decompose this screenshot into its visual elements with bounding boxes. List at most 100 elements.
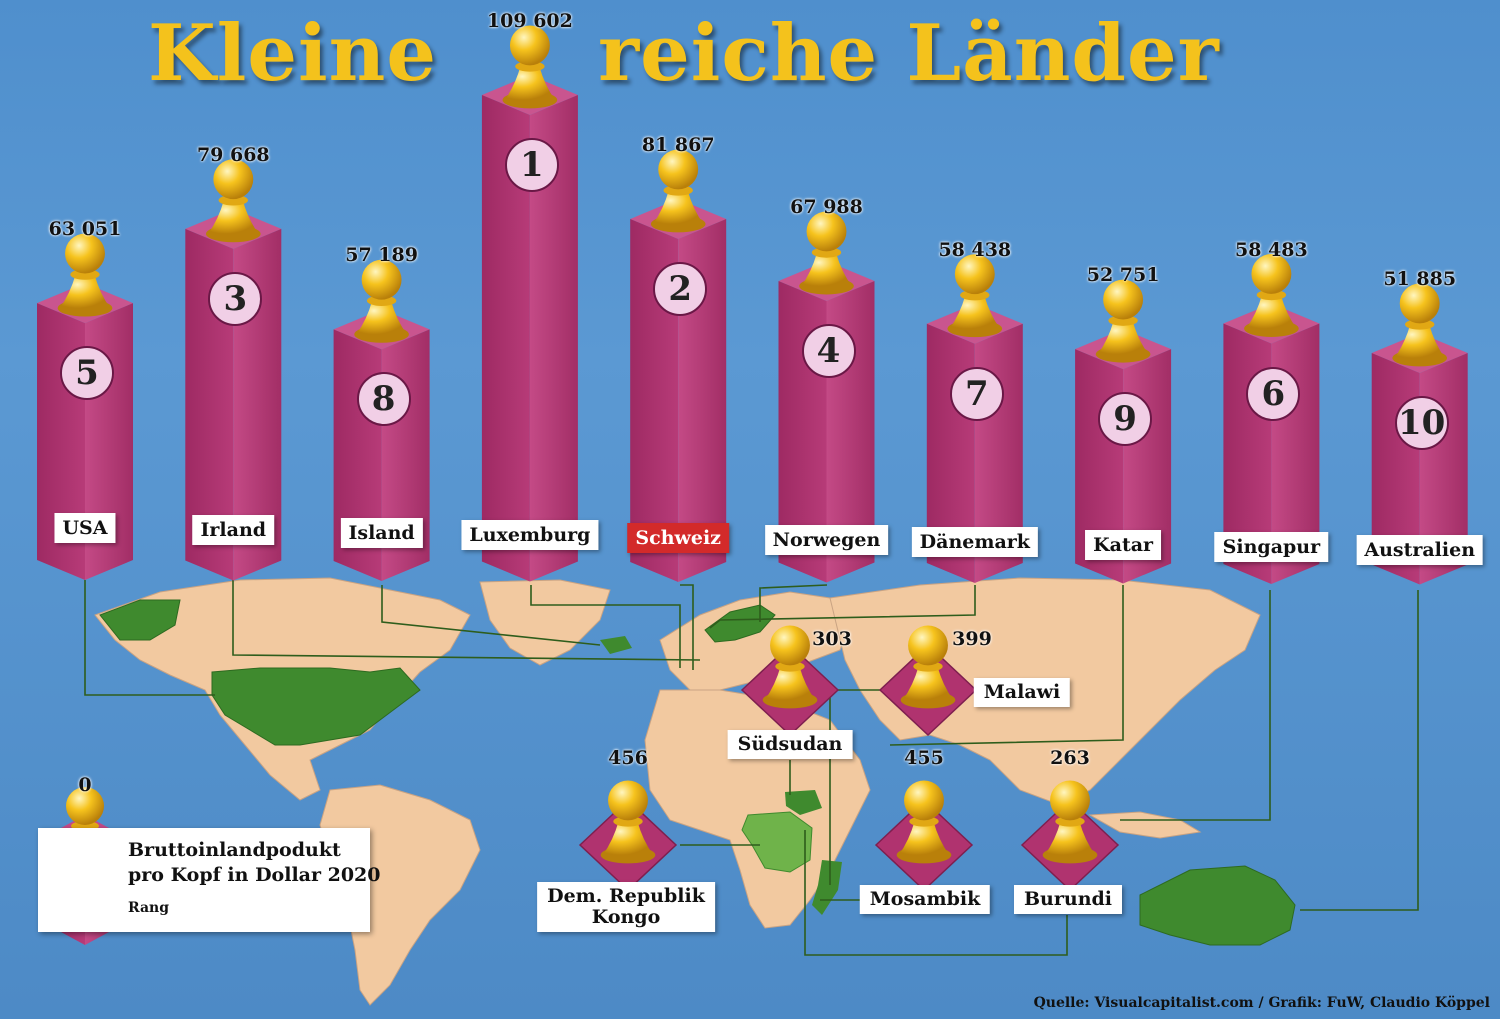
value-label-burundi: 263 — [1050, 747, 1090, 769]
rank-badge-luxemburg: 1 — [504, 138, 559, 192]
pawn-icon — [206, 159, 261, 243]
pillar-right-face — [529, 95, 578, 582]
connector-norwegen — [759, 584, 828, 622]
value-label-malawi: 399 — [952, 628, 992, 650]
rank-badge-usa: 5 — [60, 346, 114, 401]
connector-daenemark — [709, 585, 976, 629]
title-left: Kleine — [148, 8, 438, 99]
country-label-singapur: Singapur — [1214, 532, 1329, 563]
value-label-katar: 52 751 — [1086, 264, 1160, 287]
connector-luxemburg — [530, 585, 681, 668]
rank-badge-danemark: 7 — [949, 366, 1004, 421]
rank-badge-island: 8 — [356, 372, 411, 427]
pillar-schweiz — [630, 149, 727, 582]
value-label-luxemburg: 109 602 — [486, 10, 573, 32]
pillar-left-face — [481, 95, 530, 582]
rank-badge-singapur: 6 — [1246, 366, 1301, 421]
value-label-usa: 63 051 — [48, 218, 122, 241]
country-label-burundi: Burundi — [1013, 885, 1123, 914]
value-label-danemark: 58 438 — [938, 238, 1012, 261]
connector-lines — [84, 580, 1419, 956]
value-label-dem-republik-kongo: 456 — [608, 747, 648, 769]
pawn-icon — [900, 625, 956, 709]
connector-schweiz — [680, 584, 694, 670]
country-label-australien: Australien — [1356, 534, 1484, 565]
pillar-luxemburg — [481, 25, 578, 582]
pillar-irland — [185, 159, 282, 581]
rank-badge-irland: 3 — [208, 271, 263, 326]
pawn-icon — [57, 233, 113, 317]
pawn-icon — [896, 780, 952, 864]
poor-marker-dem-republik-kongo — [578, 780, 678, 892]
value-label-island: 57 189 — [345, 244, 418, 267]
value-label-sudsudan: 303 — [812, 628, 852, 650]
map-mozambique — [812, 860, 842, 915]
pawn-icon — [1095, 279, 1151, 363]
poor-marker-malawi — [878, 625, 978, 737]
country-label-luxemburg: Luxemburg — [461, 520, 599, 551]
pawn-icon — [947, 254, 1003, 338]
legend-value: 0 — [78, 774, 92, 796]
value-label-australien: 51 885 — [1383, 268, 1457, 291]
value-label-mosambik: 455 — [904, 747, 944, 769]
map-south-sudan — [785, 790, 822, 815]
country-label-danemark: Dänemark — [911, 527, 1038, 558]
value-label-norwegen: 67 988 — [790, 196, 863, 219]
pawn-icon — [650, 149, 706, 233]
connector-island — [381, 585, 601, 646]
map-usa — [211, 667, 421, 746]
source-note: Quelle: Visualcapitalist.com / Grafik: F… — [1033, 995, 1490, 1011]
map-indonesia — [1088, 811, 1202, 839]
country-label-sudsudan: Südsudan — [727, 730, 853, 759]
legend-rank-label: Rang — [128, 900, 169, 916]
country-label-mosambik: Mosambik — [859, 885, 991, 914]
poor-marker-mosambik — [874, 780, 974, 892]
country-label-usa: USA — [54, 513, 116, 543]
country-label-schweiz: Schweiz — [627, 522, 729, 553]
rank-badge-australien: 10 — [1394, 396, 1449, 451]
country-label-line: Dem. Republik — [547, 885, 705, 907]
legend-text: Bruttoinlandpodukt pro Kopf in Dollar 20… — [128, 838, 380, 887]
pawn-icon — [799, 211, 854, 295]
connector-singapur — [1120, 590, 1271, 821]
country-label-line: Kongo — [591, 905, 661, 928]
map-iceland — [600, 636, 632, 654]
poor-marker-sudsudan — [740, 625, 840, 737]
poor-countries-layer — [578, 625, 1120, 892]
value-label-singapur: 58 483 — [1235, 238, 1308, 261]
map-greenland — [479, 579, 611, 666]
connector-burundi — [804, 830, 1068, 956]
pawn-icon — [354, 259, 409, 343]
country-label-norwegen: Norwegen — [764, 525, 889, 555]
value-label-irland: 79 668 — [196, 143, 270, 166]
connector-usa — [84, 580, 215, 696]
pawn-icon — [1042, 780, 1098, 864]
country-label-irland: Irland — [192, 515, 275, 546]
country-label-island: Island — [340, 517, 423, 548]
country-label-malawi: Malawi — [973, 678, 1071, 707]
country-label-katar: Katar — [1085, 529, 1162, 560]
legend-box — [38, 828, 370, 932]
world-map — [94, 577, 1296, 1006]
connector-irland — [232, 580, 701, 661]
rank-badge-schweiz: 2 — [653, 261, 708, 316]
rank-badge-norwegen: 4 — [801, 324, 856, 379]
legend-line1: Bruttoinlandpodukt — [128, 839, 341, 861]
connector-katar — [889, 585, 1124, 746]
connector-australien — [1300, 590, 1419, 911]
country-label-dem-republik-kongo: Dem. Republik Kongo — [537, 882, 715, 932]
rank-badge-katar: 9 — [1098, 392, 1153, 447]
title-right: reiche Länder — [598, 8, 1220, 99]
pawn-icon — [762, 625, 818, 709]
map-alaska — [99, 599, 181, 641]
map-australia — [1139, 865, 1296, 946]
map-dr-congo — [741, 811, 813, 873]
map-scandinavia — [704, 604, 776, 643]
pawn-icon — [1392, 283, 1447, 367]
legend-line2: pro Kopf in Dollar 2020 — [128, 863, 381, 886]
pawn-icon — [502, 25, 558, 109]
pawn-icon — [600, 780, 656, 864]
poor-marker-burundi — [1020, 780, 1120, 892]
value-label-schweiz: 81 867 — [641, 133, 715, 156]
pawn-icon — [1244, 253, 1299, 337]
